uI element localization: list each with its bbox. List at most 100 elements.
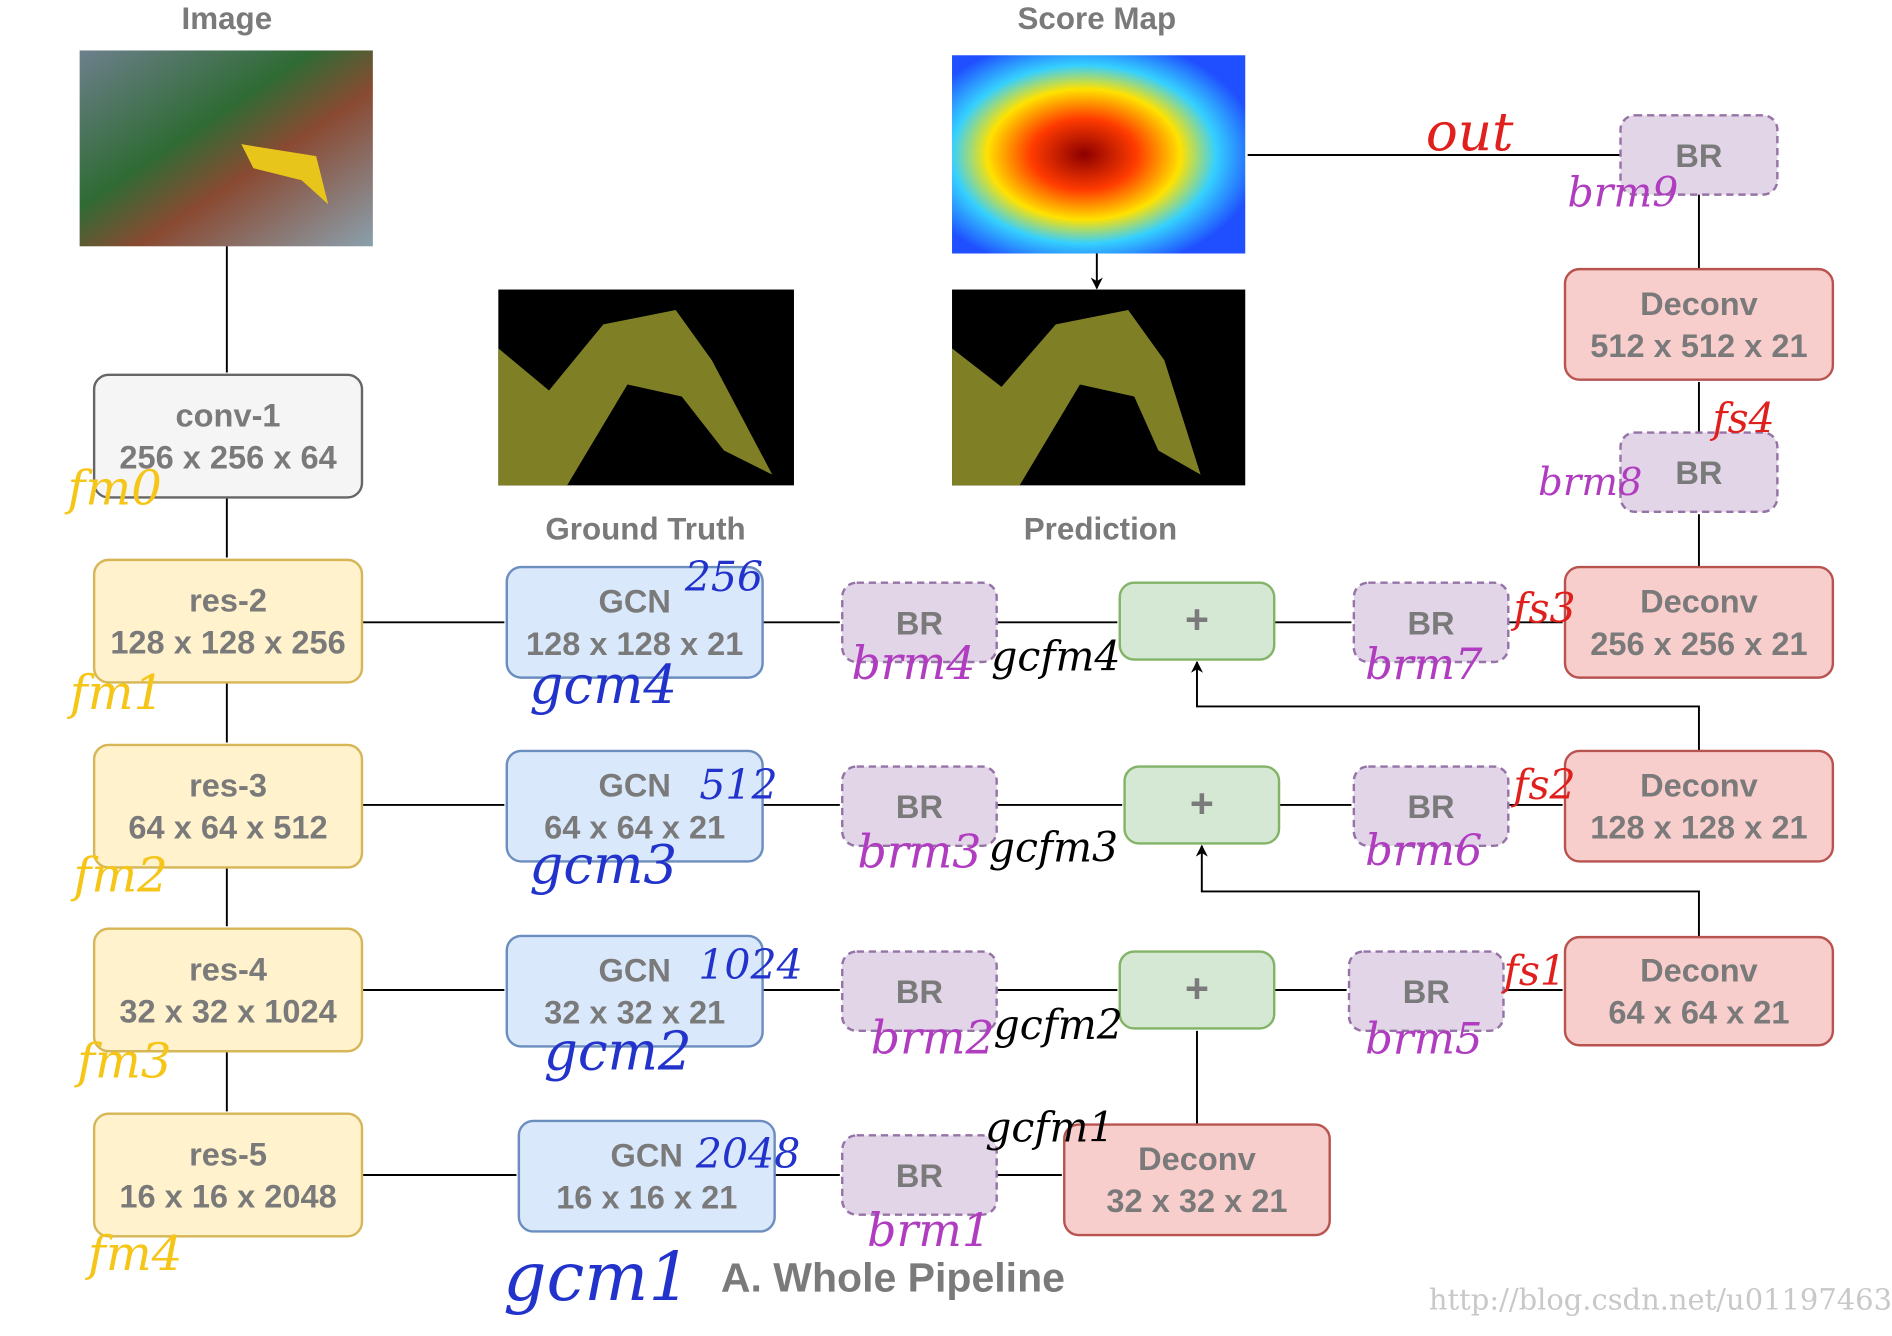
node-box xyxy=(1619,114,1779,196)
node-title: BR xyxy=(1675,455,1722,491)
node-size: 128 x 128 x 21 xyxy=(526,626,743,662)
node: Deconv 256 x 256 x 21 xyxy=(1563,565,1835,679)
handwritten-note: fs1 xyxy=(1501,947,1566,995)
node-box xyxy=(505,749,764,863)
node: BR xyxy=(1352,765,1510,848)
node-title: res-4 xyxy=(189,951,267,987)
image-label: Ground Truth xyxy=(545,512,745,547)
node-title: BR xyxy=(1408,789,1455,825)
node-box xyxy=(1563,267,1835,381)
node-box xyxy=(1619,431,1779,514)
handwritten-note: brm8 xyxy=(1538,460,1642,505)
node: + xyxy=(1123,765,1281,845)
node-box xyxy=(505,565,764,679)
handwritten-note: 256 xyxy=(684,553,763,601)
node-size: 512 x 512 x 21 xyxy=(1590,328,1807,364)
arrows xyxy=(225,154,1700,1176)
caption: A. Whole Pipeline xyxy=(721,1255,1065,1301)
node: Deconv 64 x 64 x 21 xyxy=(1563,935,1835,1047)
node-size: 64 x 64 x 512 xyxy=(128,810,327,846)
node-title: GCN xyxy=(598,584,670,620)
node-size: 128 x 128 x 21 xyxy=(1590,810,1807,846)
node-box xyxy=(1118,581,1276,661)
handwritten-note: 2048 xyxy=(695,1130,800,1178)
node-box xyxy=(1563,749,1835,863)
node: res-4 32 x 32 x 1024 xyxy=(92,927,364,1053)
node-size: 256 x 256 x 64 xyxy=(119,440,336,476)
node: res-2 128 x 128 x 256 xyxy=(92,558,364,684)
node: res-5 16 x 16 x 2048 xyxy=(92,1112,364,1238)
node-box xyxy=(841,1134,998,1216)
mask-shape xyxy=(952,309,1201,486)
image-label: Image xyxy=(182,1,273,36)
node-size: 64 x 64 x 21 xyxy=(1608,995,1789,1031)
node-box xyxy=(1123,765,1281,845)
node-title: BR xyxy=(896,1158,943,1194)
node-title: res-5 xyxy=(189,1136,267,1172)
node-size: 128 x 128 x 256 xyxy=(110,625,345,661)
node: + xyxy=(1118,581,1276,661)
node-box xyxy=(92,373,364,499)
node-title: Deconv xyxy=(1640,584,1758,620)
node-box xyxy=(1563,565,1835,679)
node: BR xyxy=(841,765,998,848)
node: BR xyxy=(1347,950,1505,1033)
node-size: 16 x 16 x 21 xyxy=(556,1180,737,1216)
handwritten-note: gcm3 xyxy=(529,835,677,896)
handwritten-note: fm2 xyxy=(70,848,167,904)
handwritten-note: brm6 xyxy=(1365,826,1482,876)
arrow xyxy=(225,154,1700,1176)
node: res-3 64 x 64 x 512 xyxy=(92,743,364,869)
node-title: Deconv xyxy=(1640,286,1758,322)
duck-beak xyxy=(241,144,329,205)
duck-photo xyxy=(79,50,373,247)
node-title: GCN xyxy=(598,768,670,804)
node: Deconv 32 x 32 x 21 xyxy=(1063,1123,1331,1237)
node-box xyxy=(841,950,998,1033)
node: conv-1 256 x 256 x 64 xyxy=(92,373,364,499)
node-box xyxy=(1347,950,1505,1033)
node: BR xyxy=(841,950,998,1033)
node-title: conv-1 xyxy=(176,398,281,434)
handwritten-note: brm7 xyxy=(1365,640,1483,690)
node-size: 16 x 16 x 2048 xyxy=(119,1179,336,1215)
image-label: Prediction xyxy=(1024,512,1177,547)
handwritten-note: brm3 xyxy=(857,826,981,879)
node: GCN 64 x 64 x 21 xyxy=(505,749,764,863)
node: BR xyxy=(841,581,998,664)
node-title: BR xyxy=(1675,138,1722,174)
node-title: GCN xyxy=(611,1138,683,1174)
node-title: BR xyxy=(896,605,943,641)
handwritten-note: brm5 xyxy=(1365,1015,1482,1065)
image-label: Score Map xyxy=(1018,1,1177,36)
handwritten-note: fs3 xyxy=(1510,584,1575,632)
node-size: 256 x 256 x 21 xyxy=(1590,626,1807,662)
handwritten-note: fm3 xyxy=(74,1034,171,1090)
handwritten-note: gcm1 xyxy=(503,1237,691,1316)
handwritten-note: brm9 xyxy=(1567,169,1678,217)
node-box xyxy=(517,1119,776,1233)
node-size: 64 x 64 x 21 xyxy=(544,810,725,846)
node-size: 32 x 32 x 21 xyxy=(1106,1183,1287,1219)
node-box xyxy=(841,581,998,664)
node-box xyxy=(92,743,364,869)
handwritten-note: brm4 xyxy=(851,637,975,690)
node-box xyxy=(505,934,764,1048)
node: BR xyxy=(1352,581,1510,664)
handwritten-note: fm4 xyxy=(85,1226,182,1282)
node-title: BR xyxy=(896,789,943,825)
node-box xyxy=(841,765,998,848)
mask-shape xyxy=(498,309,773,486)
node-box xyxy=(1063,1123,1331,1237)
handwritten-note: fm0 xyxy=(64,461,161,517)
node-title: BR xyxy=(1403,974,1450,1010)
handwritten-note: gcfm2 xyxy=(994,1001,1123,1049)
handwritten-note: out xyxy=(1426,102,1514,163)
node: GCN 128 x 128 x 21 xyxy=(505,565,764,679)
node-title: Deconv xyxy=(1138,1141,1256,1177)
handwritten-note: gcfm4 xyxy=(991,632,1120,680)
node-box xyxy=(1563,935,1835,1047)
handwritten-note: gcfm1 xyxy=(985,1103,1114,1151)
